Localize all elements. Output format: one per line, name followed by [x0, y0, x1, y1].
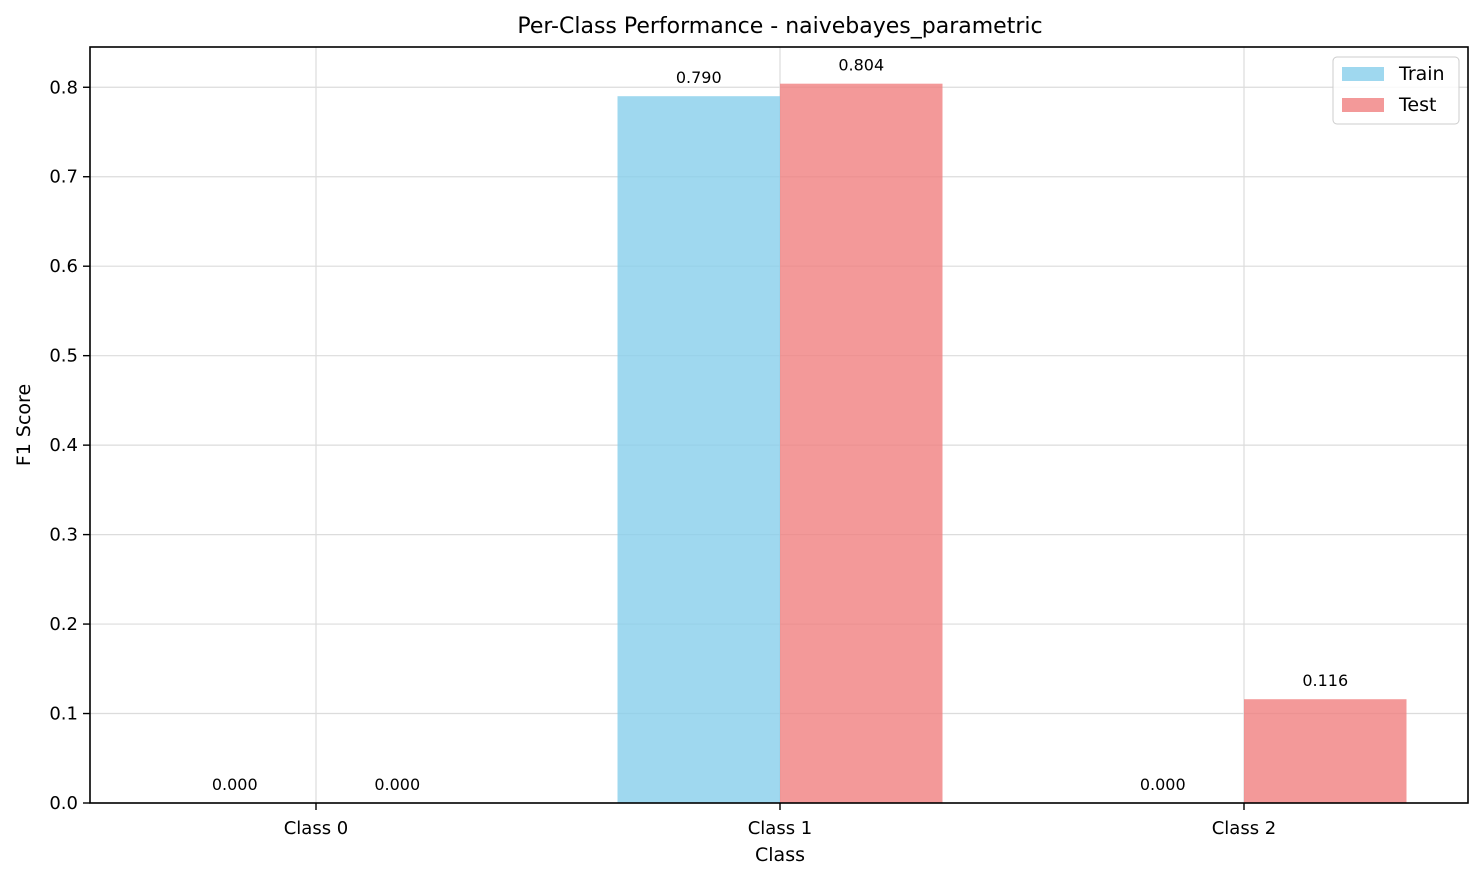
- legend: Train Test: [1332, 56, 1460, 125]
- y-axis-ticks: 0.0 0.1 0.2 0.3 0.4 0.5 0.6 0.7 0.8: [49, 77, 90, 814]
- legend-label-test: Test: [1398, 94, 1436, 116]
- x-tick-label-0: Class 0: [284, 818, 349, 839]
- x-axis-ticks: Class 0 Class 1 Class 2: [284, 803, 1277, 839]
- bar-label-test-2: 0.116: [1302, 671, 1348, 690]
- y-tick-label-0: 0.0: [49, 793, 78, 814]
- plot-frame: [89, 46, 1469, 804]
- y-tick-label-3: 0.3: [49, 525, 78, 546]
- legend-swatch-train: [1342, 67, 1384, 81]
- y-tick-label-6: 0.6: [49, 256, 78, 277]
- bar-label-train-2: 0.000: [1140, 775, 1186, 794]
- y-axis-title: F1 Score: [13, 384, 35, 466]
- bar-label-train-1: 0.790: [676, 68, 722, 87]
- bar-test-1: [780, 83, 943, 804]
- x-tick-label-2: Class 2: [1212, 818, 1277, 839]
- y-tick-label-1: 0.1: [49, 704, 78, 725]
- bar-train-1: [617, 96, 780, 804]
- bar-label-test-0: 0.000: [374, 775, 420, 794]
- y-tick-label-4: 0.4: [49, 435, 78, 456]
- legend-label-train: Train: [1398, 63, 1445, 85]
- bar-labels: 0.000 0.790 0.000 0.000 0.804 0.116: [212, 56, 1348, 794]
- x-axis-title: Class: [755, 844, 805, 866]
- bars: [617, 83, 1407, 804]
- chart-title: Per-Class Performance - naivebayes_param…: [517, 14, 1042, 39]
- bar-label-train-0: 0.000: [212, 775, 258, 794]
- legend-swatch-test: [1342, 98, 1384, 112]
- y-tick-label-8: 0.8: [49, 77, 78, 98]
- y-tick-label-5: 0.5: [49, 346, 78, 367]
- y-tick-label-2: 0.2: [49, 614, 78, 635]
- x-tick-label-1: Class 1: [748, 818, 813, 839]
- bar-test-2: [1244, 699, 1407, 803]
- bar-label-test-1: 0.804: [838, 56, 884, 75]
- y-tick-label-7: 0.7: [49, 167, 78, 188]
